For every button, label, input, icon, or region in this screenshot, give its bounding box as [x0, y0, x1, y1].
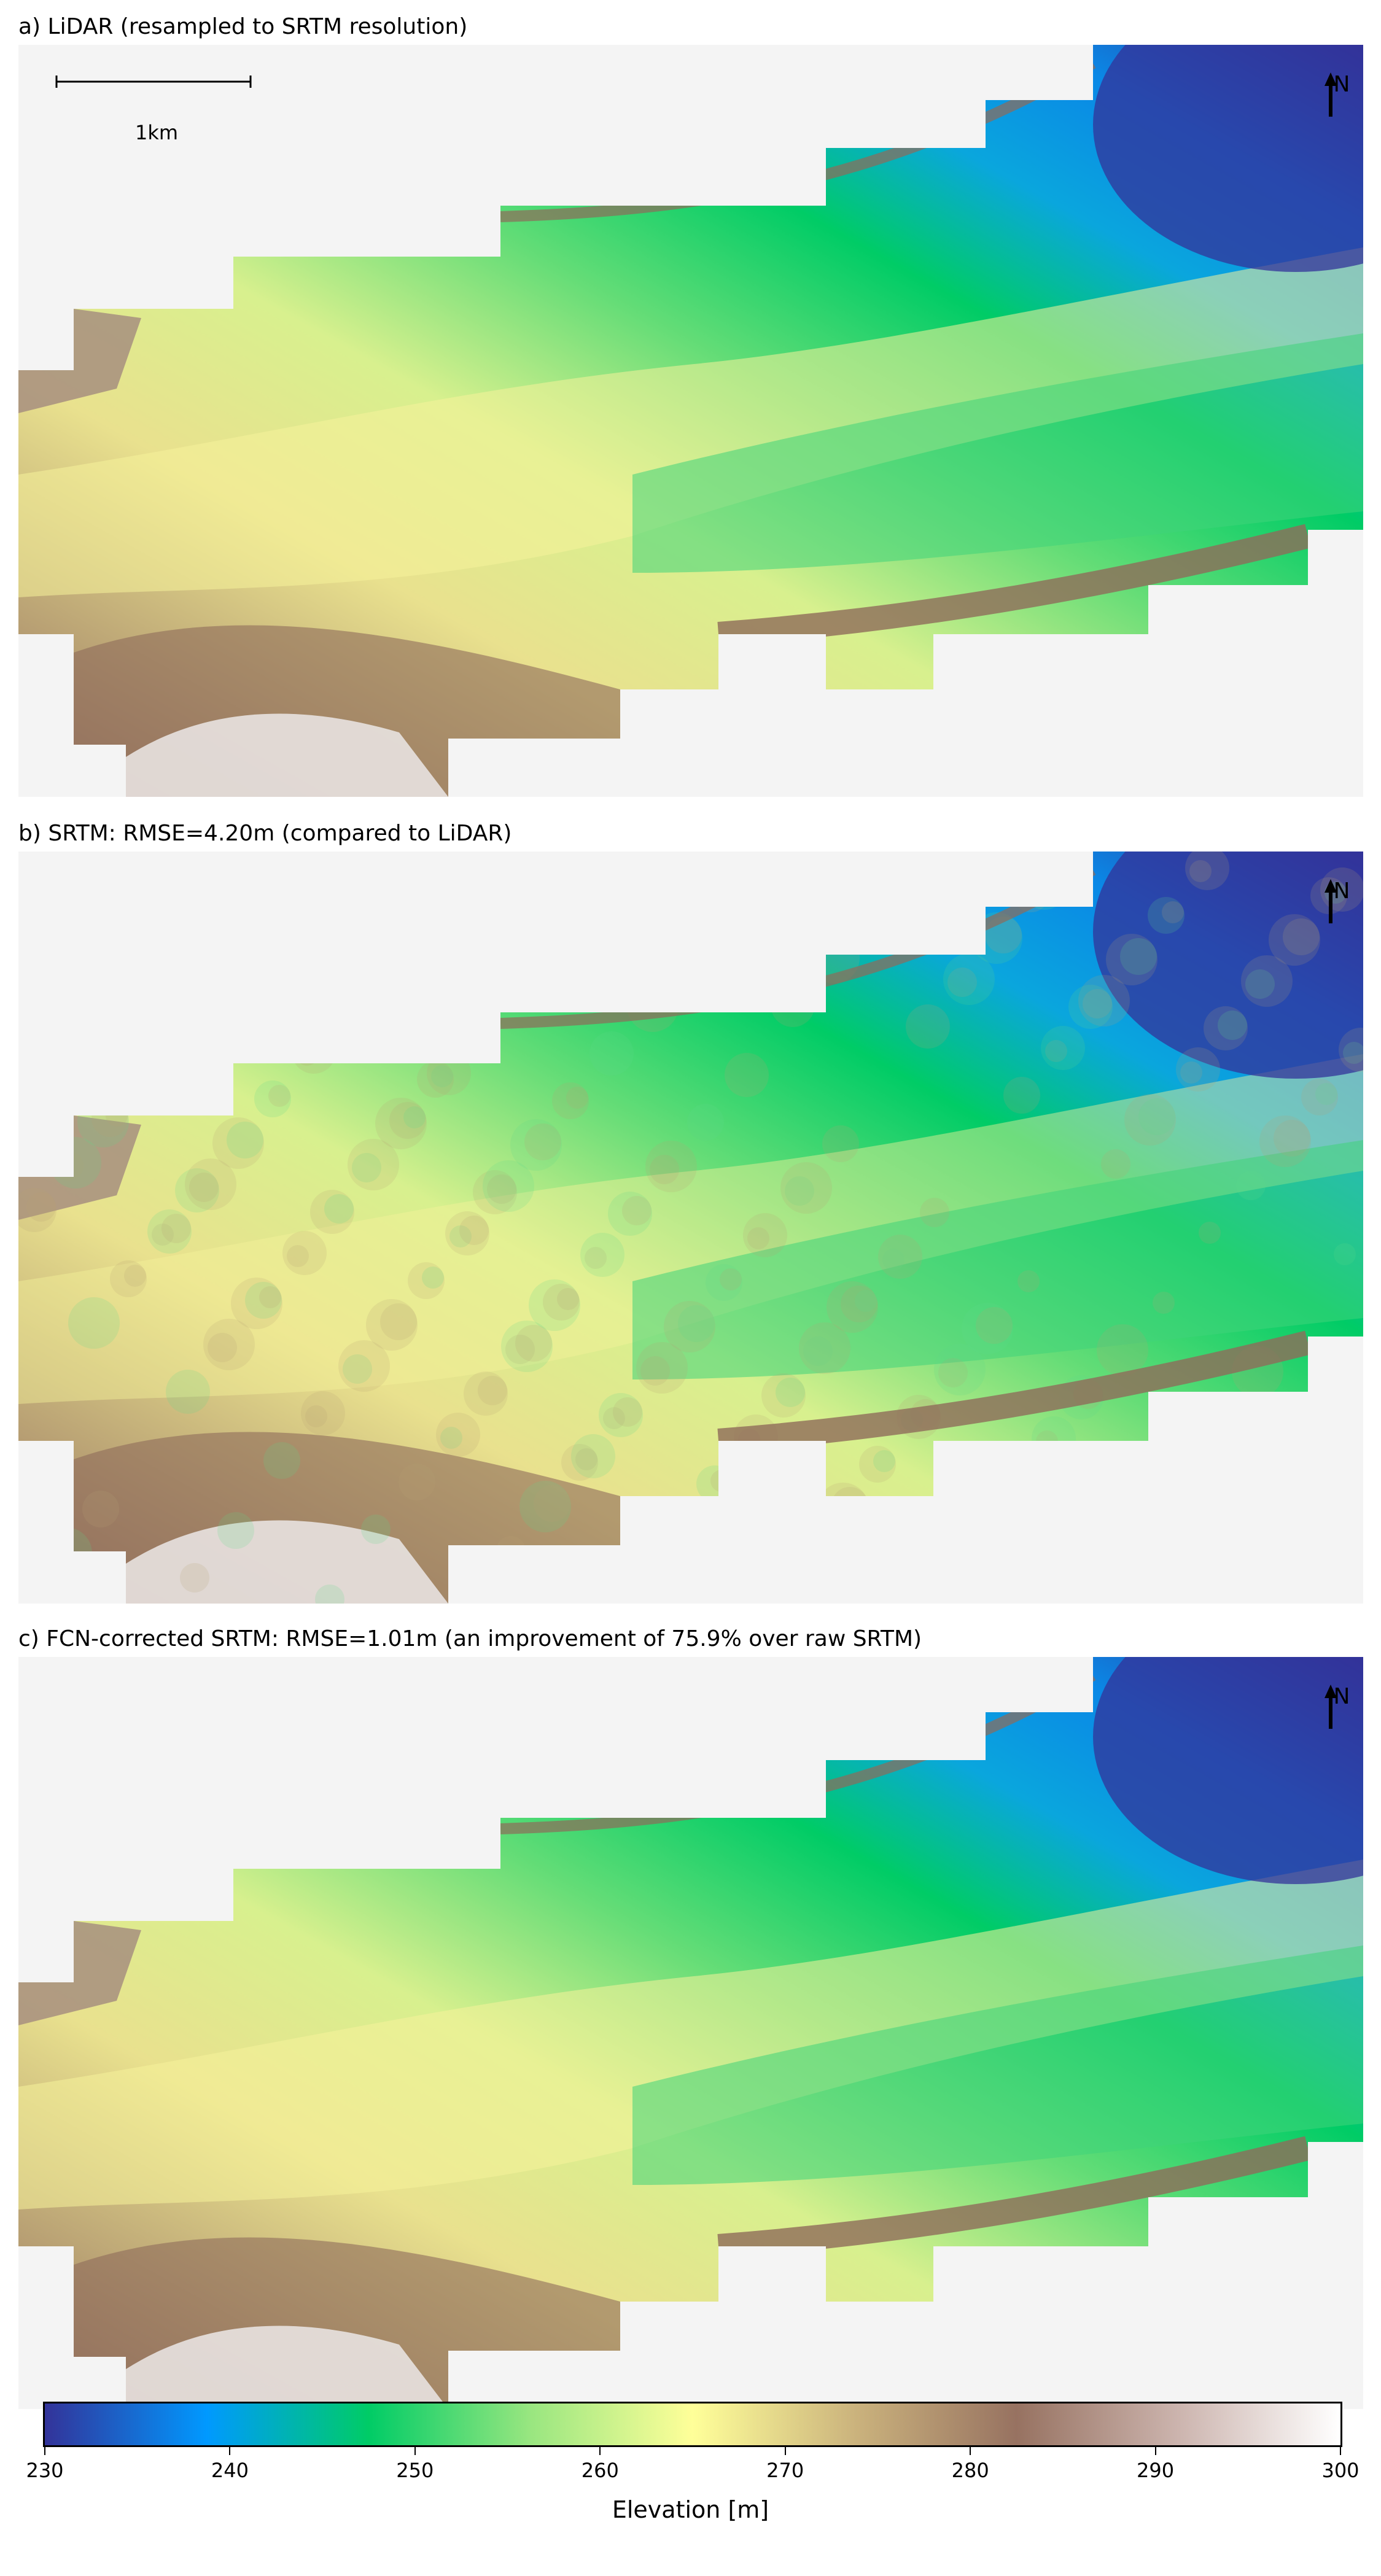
- colorbar-tick-label: 250: [396, 2459, 434, 2482]
- colorbar-tick-label: 280: [951, 2459, 989, 2482]
- panel-b-title: b) SRTM: RMSE=4.20m (compared to LiDAR): [18, 821, 512, 846]
- north-arrow-icon: [1325, 1685, 1337, 1729]
- north-label: N: [1333, 72, 1350, 97]
- colorbar-gradient: [43, 2402, 1342, 2447]
- elevation-raster: [18, 45, 1363, 797]
- panel-a-title: a) LiDAR (resampled to SRTM resolution): [18, 14, 468, 39]
- north-arrow: N: [1323, 879, 1360, 923]
- colorbar-label: Elevation [m]: [612, 2496, 769, 2523]
- scale-bar-label: 1km: [135, 121, 179, 144]
- colorbar-tick-label: 230: [26, 2459, 64, 2482]
- elevation-raster: [18, 852, 1363, 1604]
- colorbar-tick-label: 240: [211, 2459, 249, 2482]
- panel-b-map: N: [18, 852, 1363, 1604]
- colorbar-tick: [784, 2446, 786, 2455]
- north-arrow-icon: [1325, 72, 1337, 117]
- colorbar-tick-label: 300: [1321, 2459, 1360, 2482]
- north-label: N: [1333, 879, 1350, 904]
- colorbar-tick-label: 270: [766, 2459, 804, 2482]
- north-arrow: N: [1323, 72, 1360, 117]
- scale-bar: 1km: [55, 76, 252, 144]
- panel-c-title: c) FCN-corrected SRTM: RMSE=1.01m (an im…: [18, 1626, 922, 1651]
- north-arrow: N: [1323, 1684, 1360, 1729]
- colorbar-tick: [1154, 2446, 1156, 2455]
- colorbar: [43, 2402, 1342, 2447]
- north-label: N: [1333, 1684, 1350, 1709]
- colorbar-tick: [970, 2446, 971, 2455]
- colorbar-tick-label: 290: [1137, 2459, 1175, 2482]
- colorbar-tick-label: 260: [581, 2459, 619, 2482]
- north-arrow-icon: [1325, 879, 1337, 923]
- scale-bar-line: [55, 76, 252, 88]
- colorbar-tick: [599, 2446, 601, 2455]
- colorbar-tick: [414, 2446, 416, 2455]
- colorbar-tick: [44, 2446, 45, 2455]
- colorbar-tick: [1340, 2446, 1341, 2455]
- colorbar-tick: [229, 2446, 231, 2455]
- panel-a-map: 1km N: [18, 45, 1363, 797]
- elevation-raster: [18, 1657, 1363, 2409]
- panel-c-map: N: [18, 1657, 1363, 2409]
